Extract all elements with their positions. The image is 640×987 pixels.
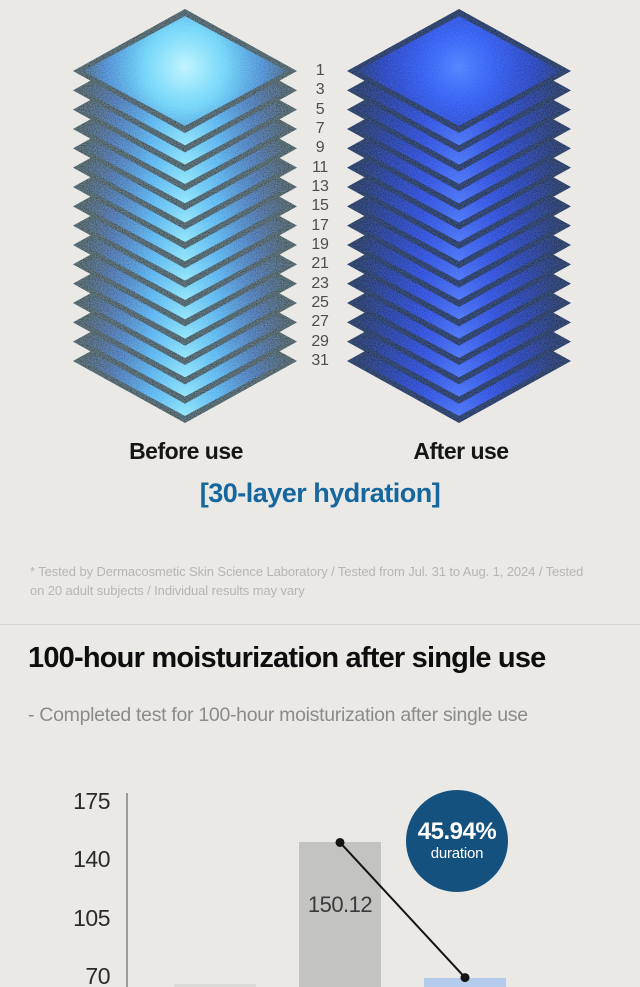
layer-number: 15 <box>311 197 329 215</box>
layer-number-column: 1 3 5 7 9 11 13 15 17 19 21 23 25 27 29 … <box>300 61 340 370</box>
layer-number: 1 <box>315 62 325 79</box>
layer-number: 5 <box>315 100 325 118</box>
y-axis-tick: 140 <box>73 846 110 873</box>
layer-number: 7 <box>315 119 325 137</box>
duration-percent: 45.94% <box>417 818 497 845</box>
before-stack-image <box>73 9 297 423</box>
section-subtitle: - Completed test for 100-hour moisturiza… <box>28 704 528 726</box>
chart-bar <box>424 977 506 987</box>
layer-number: 29 <box>311 332 329 350</box>
test-disclaimer: * Tested by Dermacosmetic Skin Science L… <box>30 564 584 598</box>
layer-number: 19 <box>311 235 329 253</box>
layer-number: 21 <box>311 255 329 273</box>
layer-number: 11 <box>311 158 328 176</box>
y-axis-tick: 175 <box>73 788 110 814</box>
y-axis-tick: 105 <box>73 904 110 931</box>
after-stack-image <box>347 9 571 423</box>
layer-number: 25 <box>311 293 329 311</box>
section-title: 100-hour moisturization after single use <box>28 642 546 674</box>
hydration-caption: [30-layer hydration] <box>199 478 441 508</box>
layer-number: 9 <box>315 139 325 157</box>
after-use-label: After use <box>413 438 509 464</box>
section-divider <box>0 624 640 625</box>
duration-caption: duration <box>430 845 484 862</box>
y-axis-tick: 70 <box>85 962 110 987</box>
chart-bar <box>174 984 256 987</box>
layer-number: 3 <box>315 81 325 99</box>
duration-badge: 45.94% duration <box>406 790 508 892</box>
layer-number: 17 <box>311 216 329 234</box>
bar-value-label: 150.12 <box>307 892 373 917</box>
layer-number: 31 <box>311 351 329 369</box>
y-axis-line <box>126 793 128 987</box>
layer-number: 23 <box>311 274 329 292</box>
before-use-label: Before use <box>129 438 243 464</box>
layer-number: 13 <box>311 177 329 195</box>
layer-number: 27 <box>311 313 329 331</box>
